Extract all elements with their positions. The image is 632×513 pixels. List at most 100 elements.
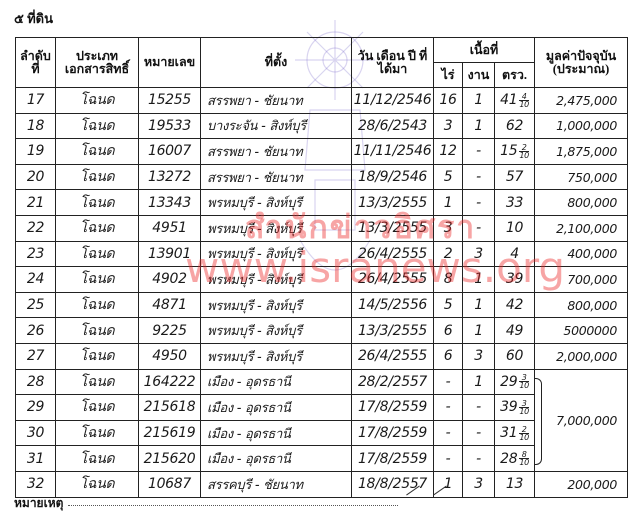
row-number: 19 — [15, 138, 56, 165]
acquired-date: 17/8/2559 — [351, 419, 434, 447]
current-value: 2,475,000 — [534, 87, 628, 114]
fraction-denominator: 10 — [519, 150, 529, 160]
area-wa: 15 2 10 — [494, 138, 535, 165]
area-rai: 6 — [433, 317, 463, 344]
area-rai: - — [433, 419, 463, 447]
area-wa-fraction: 3 10 — [519, 374, 529, 391]
area-rai: 6 — [433, 342, 463, 370]
area-wa-whole: 42 — [505, 297, 524, 314]
row-number: 21 — [15, 189, 56, 216]
deed-number: 16007 — [138, 138, 201, 165]
row-number: 20 — [15, 163, 56, 191]
area-rai: 5 — [433, 163, 463, 191]
area-wa: 60 — [494, 342, 535, 370]
table-row: 17 โฉนด 15255 สรรพยา - ชัยนาท 11/12/2546 16 1 4… — [15, 87, 628, 114]
area-ngan: - — [462, 419, 495, 447]
section-title: ๕ ที่ดิน — [14, 11, 53, 26]
deed-number: 9225 — [138, 317, 201, 344]
acquired-date: 13/3/2555 — [351, 189, 434, 216]
area-ngan: 1 — [462, 266, 495, 293]
table-row: 20 โฉนด 13272 สรรพยา - ชัยนาท 18/9/2546 5-57 7… — [15, 163, 628, 191]
current-value: 200,000 — [534, 470, 628, 498]
current-value: 750,000 — [534, 163, 628, 191]
area-wa-whole: 33 — [505, 194, 524, 211]
area-wa: 57 — [494, 163, 535, 191]
location: พรหมบุรี - สิงห์บุรี — [200, 342, 352, 370]
acquired-date: 28/6/2543 — [351, 112, 434, 140]
location: เมือง - อุดรธานี — [200, 368, 352, 396]
area-ngan: - — [462, 445, 495, 472]
deed-number: 215619 — [138, 419, 201, 447]
area-wa-fraction: 3 10 — [519, 398, 529, 415]
doc-type: โฉนด — [55, 342, 139, 370]
acquired-date: 14/5/2556 — [351, 291, 434, 319]
location: สรรพยา - ชัยนาท — [200, 138, 352, 165]
acquired-date: 13/3/2555 — [351, 317, 434, 344]
area-ngan: - — [462, 214, 495, 242]
fraction-denominator: 10 — [519, 432, 529, 442]
area-wa: 62 — [494, 112, 535, 140]
row-number: 23 — [15, 240, 56, 268]
area-ngan: 1 — [462, 368, 495, 396]
doc-type: โฉนด — [55, 445, 139, 472]
location: สรรคบุรี - ชัยนาท — [200, 470, 352, 498]
area-wa-fraction: 2 10 — [519, 425, 529, 442]
doc-type: โฉนด — [55, 394, 139, 421]
deed-number: 15255 — [138, 87, 201, 114]
header-wa: ตรว. — [494, 62, 535, 88]
area-wa-whole: 60 — [505, 348, 524, 365]
area-wa-whole: 41 — [500, 92, 518, 109]
area-rai: 8 — [433, 266, 463, 293]
area-wa-fraction: 8 10 — [519, 451, 529, 467]
area-wa-whole: 31 — [500, 425, 518, 442]
fraction-numerator: 3 — [521, 398, 527, 408]
table-row: 19 โฉนด 16007 สรรพยา - ชัยนาท 11/11/2546 12-1… — [15, 138, 628, 165]
doc-type: โฉนด — [55, 317, 139, 344]
acquired-date: 26/4/2555 — [351, 342, 434, 370]
table-row: 28 โฉนด 164222 เมือง - อุดรธานี 28/2/2557-1 2… — [15, 368, 628, 472]
area-ngan: 1 — [462, 112, 495, 140]
area-rai: 1 — [433, 470, 463, 498]
current-value: 1,875,000 — [534, 138, 628, 165]
area-wa: 10 — [494, 214, 535, 242]
area-wa-whole: 15 — [500, 143, 518, 160]
doc-type: โฉนด — [55, 87, 139, 114]
doc-type: โฉนด — [55, 163, 139, 191]
area-wa: 28 8 10 — [494, 445, 535, 472]
header-no: ลำดับ ที่ — [15, 37, 56, 88]
fraction-denominator: 10 — [519, 381, 529, 391]
area-wa: 49 — [494, 317, 535, 344]
area-wa-whole: 13 — [505, 476, 524, 493]
note-label: หมายเหตุ — [14, 496, 64, 510]
fraction-numerator: 2 — [521, 142, 527, 152]
location: พรหมบุรี - สิงห์บุรี — [200, 240, 352, 268]
header-ngan: งาน — [462, 62, 495, 88]
header-number: หมายเลข — [138, 37, 201, 88]
current-value: 2,000,000 — [534, 342, 628, 370]
acquired-date: 17/8/2559 — [351, 445, 434, 472]
table-row: 32 โฉนด 10687 สรรคบุรี - ชัยนาท 18/8/2557 1 3 1… — [15, 470, 628, 498]
deed-number: 4951 — [138, 214, 201, 242]
area-wa-whole: 49 — [505, 322, 524, 339]
area-wa-whole: 39 — [505, 271, 524, 288]
area-wa: 39 3 10 — [494, 394, 535, 421]
doc-type: โฉนด — [55, 291, 139, 319]
area-ngan: 3 — [462, 240, 495, 268]
land-table: ลำดับ ที่ ประเภท เอกสารสิทธิ์ หมายเลข ที… — [15, 37, 628, 498]
table-row: 31 โฉนด 215620 เมือง - อุดรธานี 17/8/2559- -2… — [15, 445, 628, 472]
row-number: 18 — [15, 112, 56, 140]
acquired-date: 17/8/2559 — [351, 394, 434, 421]
header-doc-type: ประเภท เอกสารสิทธิ์ — [55, 37, 139, 88]
header-rai: ไร่ — [433, 62, 463, 88]
deed-number: 4950 — [138, 342, 201, 370]
location: สรรพยา - ชัยนาท — [200, 87, 352, 114]
area-rai: - — [433, 445, 463, 472]
area-wa: 29 3 10 — [494, 368, 535, 396]
doc-type: โฉนด — [55, 419, 139, 447]
area-rai: 16 — [433, 87, 463, 114]
acquired-date: 26/4/2555 — [351, 240, 434, 268]
area-wa-whole: 28 — [500, 450, 518, 467]
doc-type: โฉนด — [55, 240, 139, 268]
area-wa: 42 — [494, 291, 535, 319]
acquired-date: 13/3/2555 — [351, 214, 434, 242]
